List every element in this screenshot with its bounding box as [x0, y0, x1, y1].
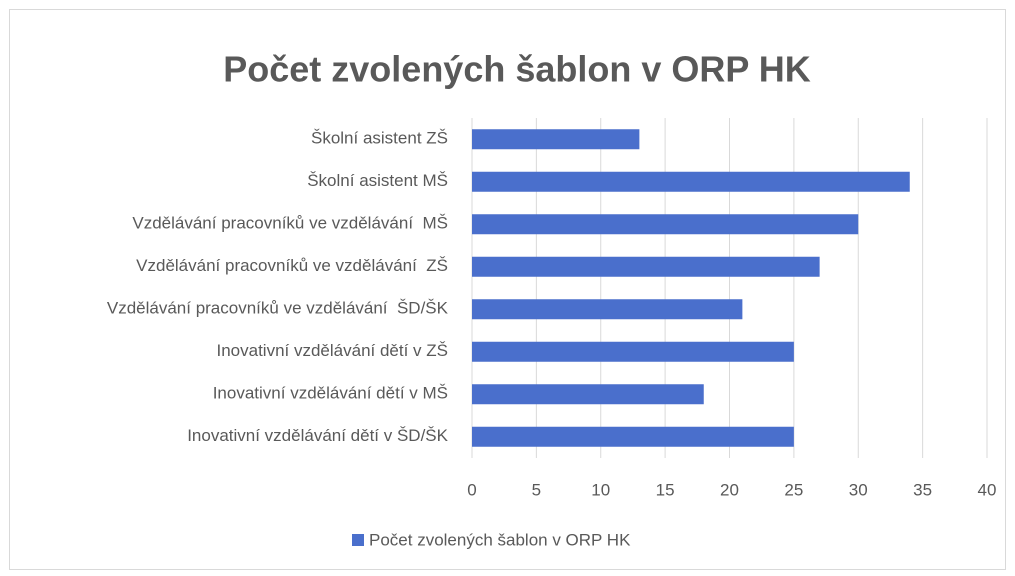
- x-tick-label: 20: [720, 480, 739, 499]
- x-tick-label: 5: [532, 480, 541, 499]
- bar: [472, 341, 794, 362]
- bar: [472, 426, 794, 447]
- chart-border: [9, 9, 1006, 570]
- y-tick-label: Školní asistent ZŠ: [311, 129, 448, 148]
- y-tick-label: Školní asistent MŠ: [307, 171, 448, 190]
- chart-title: Počet zvolených šablon v ORP HK: [223, 49, 811, 90]
- legend-swatch: [352, 534, 364, 546]
- bar: [472, 256, 820, 277]
- x-tick-label: 10: [591, 480, 610, 499]
- y-tick-label: Inovativní vzdělávání dětí v MŠ: [213, 384, 448, 403]
- x-tick-label: 0: [467, 480, 476, 499]
- x-tick-label: 40: [978, 480, 997, 499]
- x-tick-label: 30: [849, 480, 868, 499]
- x-tick-label: 25: [784, 480, 803, 499]
- legend-label: Počet zvolených šablon v ORP HK: [369, 530, 631, 549]
- bar: [472, 171, 910, 192]
- y-tick-label: Vzdělávání pracovníků ve vzdělávání MŠ: [132, 214, 448, 233]
- y-tick-label: Inovativní vzdělávání dětí v ŠD/ŠK: [187, 426, 448, 445]
- bar: [472, 299, 743, 320]
- y-tick-label: Vzdělávání pracovníků ve vzdělávání ZŠ: [136, 256, 448, 275]
- x-tick-label: 15: [656, 480, 675, 499]
- bar: [472, 214, 859, 235]
- bar: [472, 384, 704, 405]
- y-tick-label: Vzdělávání pracovníků ve vzdělávání ŠD/Š…: [107, 299, 449, 318]
- x-tick-label: 35: [913, 480, 932, 499]
- bar: [472, 129, 640, 150]
- y-tick-label: Inovativní vzdělávání dětí v ZŠ: [216, 341, 448, 360]
